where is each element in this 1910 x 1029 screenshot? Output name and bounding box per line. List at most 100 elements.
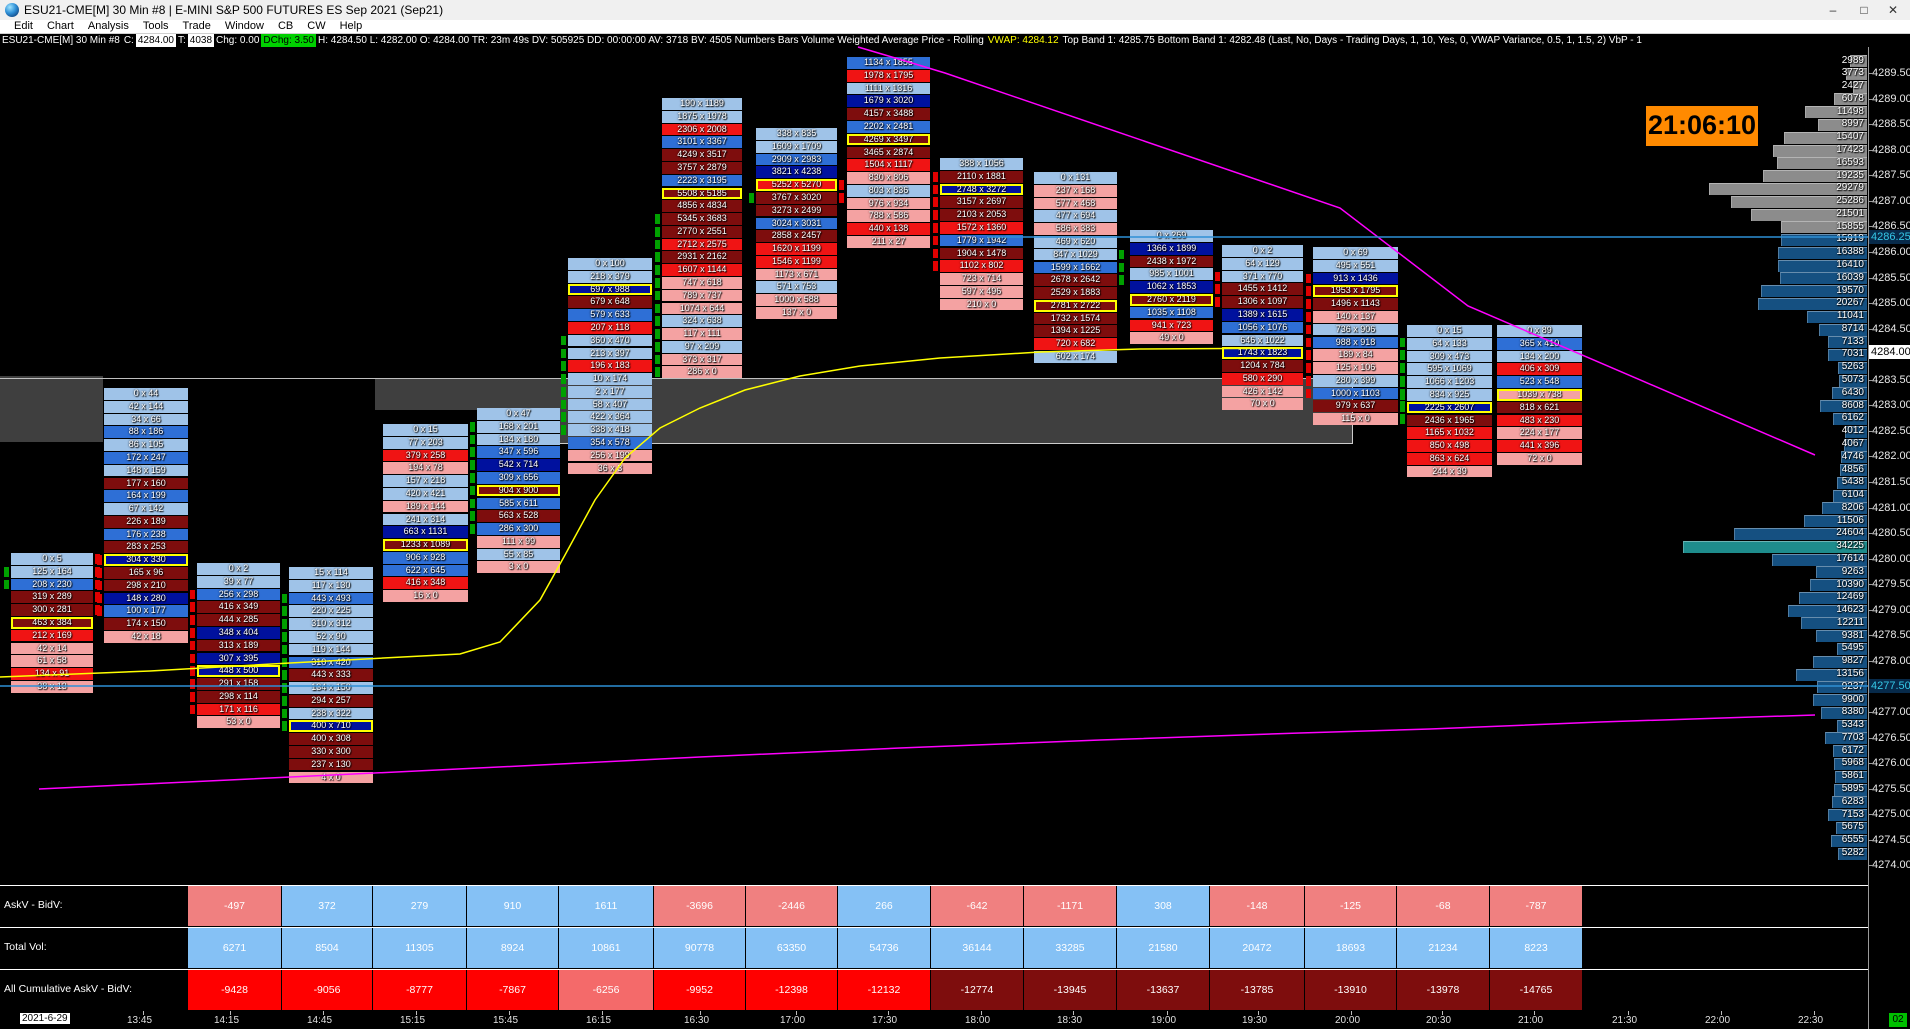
green-delta-mark — [282, 721, 287, 732]
chart-area[interactable]: 0 x 5 125 x 164 208 x 230 319 x 289 300 x 28… — [0, 47, 1910, 885]
footprint-cell: 463 x 384 — [11, 616, 93, 629]
maximize-button[interactable]: □ — [1860, 3, 1868, 17]
menu-item-cw[interactable]: CW — [307, 20, 326, 32]
vbp-volume-label: 8997 — [1841, 118, 1864, 130]
green-delta-mark — [655, 239, 660, 250]
infobar-segment-2: 4284.00 — [135, 34, 176, 47]
vbp-volume-label: 6555 — [1841, 834, 1864, 846]
time-axis-label: 14:15 — [214, 1015, 240, 1026]
vbp-bar — [1837, 847, 1867, 860]
vbp-bar — [1834, 758, 1867, 770]
footprint-cell: 803 x 836 — [847, 184, 930, 197]
vbp-bar — [1832, 745, 1867, 758]
footprint-cell: 165 x 96 — [104, 566, 188, 579]
footprint-cell: 1233 x 1089 — [383, 539, 468, 551]
price-level-box: 4277.50 — [1869, 679, 1910, 693]
footprint-cell: 241 x 314 — [383, 513, 468, 526]
table-cell: -12398 — [746, 970, 837, 1010]
vbp-volume-label: 8206 — [1841, 501, 1864, 513]
footprint-cell: 444 x 285 — [197, 614, 280, 626]
price-axis-tick — [1868, 124, 1872, 126]
table-cell: 372 — [282, 886, 372, 926]
green-delta-mark — [282, 683, 287, 693]
table-grid-line — [0, 969, 1868, 970]
time-axis-tick — [1351, 1011, 1352, 1015]
vbp-bar — [1819, 400, 1867, 413]
vbp-volume-label: 15919 — [1836, 233, 1864, 245]
table-cell: -8777 — [373, 970, 466, 1010]
footprint-cell: 1111 x 1316 — [847, 82, 930, 95]
footprint-cell: 441 x 396 — [1497, 440, 1582, 452]
footprint-cell: 58 x 407 — [568, 398, 652, 411]
footprint-cell: 1609 x 1709 — [756, 140, 837, 153]
price-axis-tick — [1868, 737, 1872, 739]
footprint-cell: 338 x 418 — [568, 424, 652, 436]
footprint-cell: 646 x 1022 — [1222, 334, 1303, 347]
table-cell: -1171 — [1024, 886, 1116, 926]
footprint-cell: 1394 x 1225 — [1034, 325, 1117, 338]
menu-item-edit[interactable]: Edit — [14, 20, 33, 32]
table-cell: -148 — [1210, 886, 1304, 926]
footprint-cell: 77 x 203 — [383, 436, 468, 449]
minimize-button[interactable]: – — [1829, 3, 1837, 17]
price-axis-label: 4274.00 — [1872, 859, 1910, 872]
menu-item-analysis[interactable]: Analysis — [87, 20, 129, 32]
footprint-cell: 863 x 624 — [1407, 452, 1492, 465]
red-delta-mark — [933, 171, 938, 182]
footprint-cell: 400 x 308 — [289, 733, 373, 745]
vbp-bar — [1838, 374, 1867, 387]
vbp-bar — [1815, 630, 1868, 643]
menu-item-window[interactable]: Window — [224, 20, 264, 32]
footprint-cell: 622 x 645 — [383, 564, 468, 577]
price-axis-tick — [1868, 430, 1872, 432]
green-delta-mark — [282, 670, 287, 680]
vbp-volume-label: 15407 — [1836, 131, 1864, 143]
price-axis-tick — [1868, 712, 1872, 713]
menu-item-cb[interactable]: CB — [277, 20, 294, 32]
vbp-bar — [1831, 387, 1867, 400]
footprint-cell: 985 x 1001 — [1130, 268, 1213, 281]
vbp-volume-label: 5073 — [1841, 374, 1864, 385]
price-axis-label: 4276.50 — [1872, 731, 1910, 744]
menu-item-help[interactable]: Help — [339, 20, 363, 32]
footprint-cell: 477 x 694 — [1034, 210, 1117, 223]
infobar-segment-3: T: — [177, 35, 186, 46]
vbp-bar — [1844, 425, 1868, 438]
footprint-cell: 210 x 0 — [940, 298, 1023, 311]
vbp-volume-label: 7153 — [1841, 808, 1864, 820]
time-axis-label: 16:15 — [586, 1015, 612, 1026]
price-axis-label: 4283.00 — [1872, 399, 1910, 412]
vbp-volume-label: 29279 — [1836, 182, 1864, 194]
table-cell: -68 — [1397, 886, 1489, 926]
price-axis-tick — [1868, 303, 1872, 304]
red-delta-mark — [97, 606, 102, 617]
vbp-volume-label: 16039 — [1836, 271, 1864, 283]
price-axis-tick — [1868, 865, 1872, 867]
menu-item-trade[interactable]: Trade — [182, 20, 211, 32]
close-button[interactable]: ✕ — [1887, 3, 1899, 17]
footprint-cell: 2858 x 2457 — [756, 230, 837, 242]
infobar-segment-5: Chg: 0.00 — [216, 35, 260, 46]
menu-item-tools[interactable]: Tools — [142, 20, 169, 32]
footprint-cell: 324 x 638 — [662, 315, 742, 328]
green-delta-mark — [1400, 377, 1405, 387]
footprint-cell: 194 x 78 — [383, 462, 468, 475]
price-axis-tick — [1868, 277, 1872, 279]
time-axis-label: 14:45 — [307, 1015, 333, 1026]
menu-item-chart[interactable]: Chart — [46, 20, 74, 32]
table-cell: 63350 — [746, 928, 837, 968]
infobar-segment-7: H: 4284.50 L: 4282.00 O: 4284.00 TR: 23m… — [317, 35, 984, 46]
footprint-cell: 2436 x 1965 — [1407, 414, 1492, 427]
table-cell: -125 — [1305, 886, 1396, 926]
time-axis-tick — [143, 1011, 144, 1015]
footprint-cell: 2678 x 2642 — [1034, 274, 1117, 286]
footprint-cell: 224 x 177 — [1497, 427, 1582, 439]
vbp-bar — [1837, 719, 1868, 732]
price-axis-label: 4277.00 — [1872, 706, 1910, 718]
footprint-cell: 416 x 348 — [383, 577, 468, 590]
footprint-cell: 847 x 1029 — [1034, 248, 1117, 261]
table-cell: -2446 — [746, 886, 837, 926]
time-axis-tick — [1442, 1011, 1443, 1015]
green-delta-mark — [282, 657, 287, 668]
red-delta-mark — [1306, 375, 1311, 386]
